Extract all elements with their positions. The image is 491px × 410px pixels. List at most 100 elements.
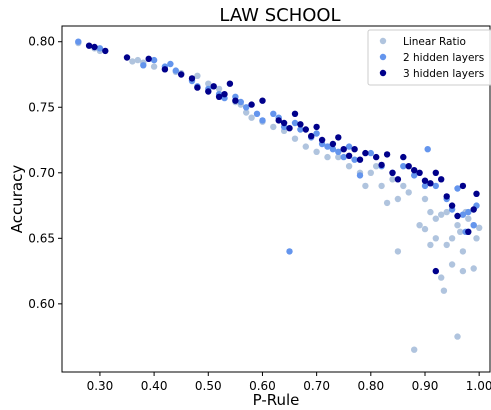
- point-series-1-6: [172, 67, 179, 74]
- point-series-2-40: [411, 167, 418, 174]
- point-series-2-35: [383, 151, 391, 158]
- point-series-0-15: [243, 109, 250, 116]
- point-series-0-36: [405, 189, 412, 196]
- point-series-2-20: [291, 110, 299, 118]
- x-tick-label-4: 0.70: [303, 379, 330, 393]
- point-series-0-62: [473, 235, 480, 242]
- point-series-2-44: [432, 169, 439, 176]
- y-tick-label-0: 0.60: [28, 297, 55, 311]
- point-series-0-4: [134, 56, 141, 64]
- point-series-0-50: [448, 261, 456, 268]
- point-series-1-21: [291, 119, 299, 127]
- point-series-0-20: [291, 135, 299, 142]
- point-series-2-42: [421, 177, 429, 184]
- point-series-0-25: [345, 163, 353, 170]
- point-series-1-14: [243, 104, 250, 111]
- point-series-2-28: [340, 146, 347, 153]
- point-series-2-9: [205, 88, 212, 95]
- point-series-0-46: [438, 211, 445, 218]
- point-series-0-54: [457, 228, 464, 235]
- y-axis-label: Accuracy: [8, 165, 26, 234]
- point-series-0-63: [476, 224, 483, 231]
- point-series-2-21: [297, 121, 304, 128]
- legend-marker-2: [379, 69, 387, 77]
- x-axis-label: P-Rule: [253, 391, 300, 409]
- point-series-2-0: [85, 42, 93, 49]
- point-series-2-41: [416, 169, 423, 176]
- point-series-0-11: [205, 80, 212, 87]
- point-series-0-53: [454, 333, 461, 340]
- point-series-1-29: [340, 153, 347, 161]
- point-series-0-10: [194, 72, 201, 80]
- point-series-0-22: [313, 148, 320, 155]
- point-series-0-55: [459, 267, 467, 275]
- point-series-2-45: [438, 176, 445, 183]
- point-series-2-26: [329, 140, 337, 148]
- point-series-2-53: [432, 267, 439, 275]
- point-series-1-16: [259, 117, 266, 124]
- point-series-2-1: [91, 43, 98, 51]
- point-series-2-30: [351, 146, 358, 153]
- point-series-0-21: [302, 143, 309, 150]
- point-series-2-17: [275, 117, 282, 124]
- points-layer: [75, 38, 483, 353]
- legend-marker-0: [379, 37, 387, 45]
- point-series-0-49: [443, 241, 450, 249]
- point-series-2-48: [454, 212, 461, 220]
- point-series-2-15: [248, 101, 255, 108]
- point-series-2-38: [400, 153, 407, 161]
- point-series-2-49: [459, 182, 467, 190]
- point-series-0-35: [400, 182, 407, 190]
- point-series-0-33: [394, 195, 402, 203]
- point-series-2-7: [188, 75, 196, 82]
- point-series-1-0: [75, 38, 82, 45]
- y-tick-label-4: 0.80: [28, 35, 55, 49]
- point-series-2-13: [226, 80, 234, 87]
- y-tick-label-3: 0.75: [28, 100, 55, 114]
- point-series-1-5: [167, 60, 174, 68]
- point-series-2-24: [313, 123, 320, 131]
- x-tick-label-0: 0.30: [87, 379, 114, 393]
- point-series-0-45: [438, 274, 445, 281]
- point-series-0-24: [335, 153, 342, 161]
- point-series-2-3: [123, 54, 131, 61]
- legend-label-1: 2 hidden layers: [403, 52, 484, 64]
- y-tick-label-2: 0.70: [28, 166, 55, 180]
- point-series-1-39: [424, 146, 431, 153]
- point-series-0-12: [215, 85, 223, 93]
- point-series-0-37: [411, 346, 418, 353]
- point-series-1-28: [335, 148, 342, 155]
- point-series-1-20: [286, 248, 293, 255]
- point-series-1-26: [324, 143, 331, 150]
- point-series-1-47: [470, 222, 477, 229]
- x-tick-label-5: 0.80: [357, 379, 384, 393]
- point-series-2-19: [286, 125, 293, 132]
- point-series-1-36: [400, 163, 407, 170]
- point-series-0-28: [367, 169, 374, 176]
- plot-frame: [61, 25, 491, 373]
- x-tick-label-3: 0.60: [249, 379, 276, 393]
- legend-label-0: Linear Ratio: [403, 36, 466, 48]
- point-series-2-16: [259, 97, 266, 104]
- point-series-0-38: [416, 222, 423, 229]
- x-tick-label-7: 1.00: [466, 379, 491, 393]
- point-series-0-41: [427, 241, 434, 249]
- point-series-0-61: [470, 265, 477, 272]
- point-series-0-27: [362, 182, 369, 190]
- point-series-2-31: [356, 156, 364, 163]
- point-series-1-3: [150, 56, 158, 64]
- point-series-2-10: [210, 83, 217, 90]
- point-series-0-47: [440, 287, 448, 294]
- point-series-1-30: [345, 143, 353, 150]
- y-tick-label-1: 0.65: [28, 231, 55, 245]
- point-series-2-32: [362, 149, 369, 157]
- point-series-1-33: [367, 149, 374, 157]
- point-series-0-34: [394, 248, 402, 255]
- point-series-1-40: [432, 182, 439, 190]
- point-series-0-58: [465, 215, 472, 222]
- point-series-1-37: [411, 172, 418, 179]
- point-series-2-50: [465, 228, 472, 235]
- point-series-2-29: [345, 152, 353, 159]
- point-series-2-46: [443, 193, 450, 200]
- point-series-0-52: [454, 222, 461, 229]
